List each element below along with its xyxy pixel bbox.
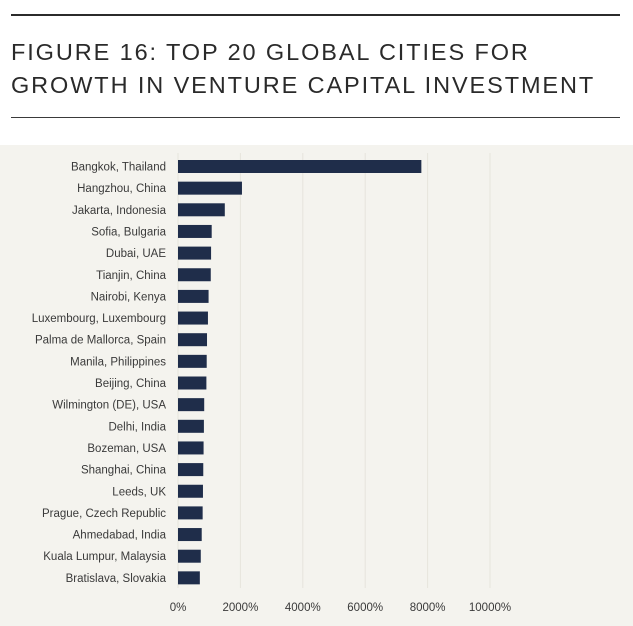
gridlines (177, 153, 491, 588)
x-tick-label: 6000% (347, 602, 383, 614)
bars (178, 160, 422, 585)
bar (178, 463, 204, 477)
category-label: Palma de Mallorca, Spain (35, 335, 166, 347)
x-tick-label: 10000% (469, 602, 511, 614)
bar (178, 268, 211, 282)
chart-panel: Bangkok, Thailand Hangzhou, China Jakarta,… (0, 145, 633, 626)
x-tick-label: 4000% (285, 602, 321, 614)
x-tick-label: 2000% (222, 602, 258, 614)
category-label: Jakarta, Indonesia (72, 205, 167, 217)
bar (178, 333, 208, 347)
category-labels: Bangkok, Thailand Hangzhou, China Jakarta,… (32, 162, 167, 585)
bar (178, 203, 225, 217)
category-label: Luxembourg, Luxembourg (32, 313, 166, 325)
bar (178, 160, 422, 173)
bar (178, 224, 212, 238)
category-label: Kuala Lumpur, Malaysia (43, 551, 166, 563)
category-label: Sofia, Bulgaria (91, 226, 166, 238)
category-label: Leeds, UK (112, 486, 166, 498)
category-label: Prague, Czech Republic (42, 508, 166, 520)
top-rule (11, 14, 620, 16)
bar (178, 571, 200, 585)
category-label: Wilmington (DE), USA (52, 400, 166, 412)
bar (178, 549, 201, 563)
category-label: Bratislava, Slovakia (66, 573, 167, 585)
bar (178, 354, 207, 368)
x-tick-label: 0% (170, 602, 187, 614)
bar (178, 311, 208, 325)
figure-title: FIGURE 16: TOP 20 GLOBAL CITIES FOR GROW… (11, 36, 626, 102)
bar (178, 246, 212, 260)
category-label: Dubai, UAE (106, 248, 166, 260)
x-tick-label: 8000% (410, 602, 446, 614)
bar (178, 289, 209, 303)
title-underline-rule (11, 117, 620, 118)
figure-title-line-1: FIGURE 16: TOP 20 GLOBAL CITIES FOR (11, 39, 530, 65)
bar (178, 441, 204, 455)
category-label: Nairobi, Kenya (91, 291, 167, 303)
bar (178, 181, 242, 195)
category-label: Delhi, India (108, 421, 166, 433)
category-label: Bozeman, USA (87, 443, 166, 455)
bar (178, 376, 207, 390)
category-label: Tianjin, China (96, 270, 166, 282)
category-label: Hangzhou, China (77, 183, 166, 195)
bar (178, 528, 202, 542)
category-label: Manila, Philippines (70, 356, 166, 368)
bar (178, 484, 203, 498)
category-label: Beijing, China (95, 378, 167, 390)
category-label: Ahmedabad, India (73, 530, 167, 542)
bar (178, 398, 205, 412)
bar-chart: Bangkok, Thailand Hangzhou, China Jakarta,… (32, 153, 511, 614)
x-tick-labels: 0% 2000% 4000% 6000% 8000% 10000% (170, 602, 511, 614)
bar (178, 506, 203, 520)
bar (178, 419, 204, 433)
category-label: Bangkok, Thailand (71, 162, 166, 174)
category-label: Shanghai, China (81, 465, 167, 477)
figure-title-line-2: GROWTH IN VENTURE CAPITAL INVESTMENT (11, 72, 596, 98)
